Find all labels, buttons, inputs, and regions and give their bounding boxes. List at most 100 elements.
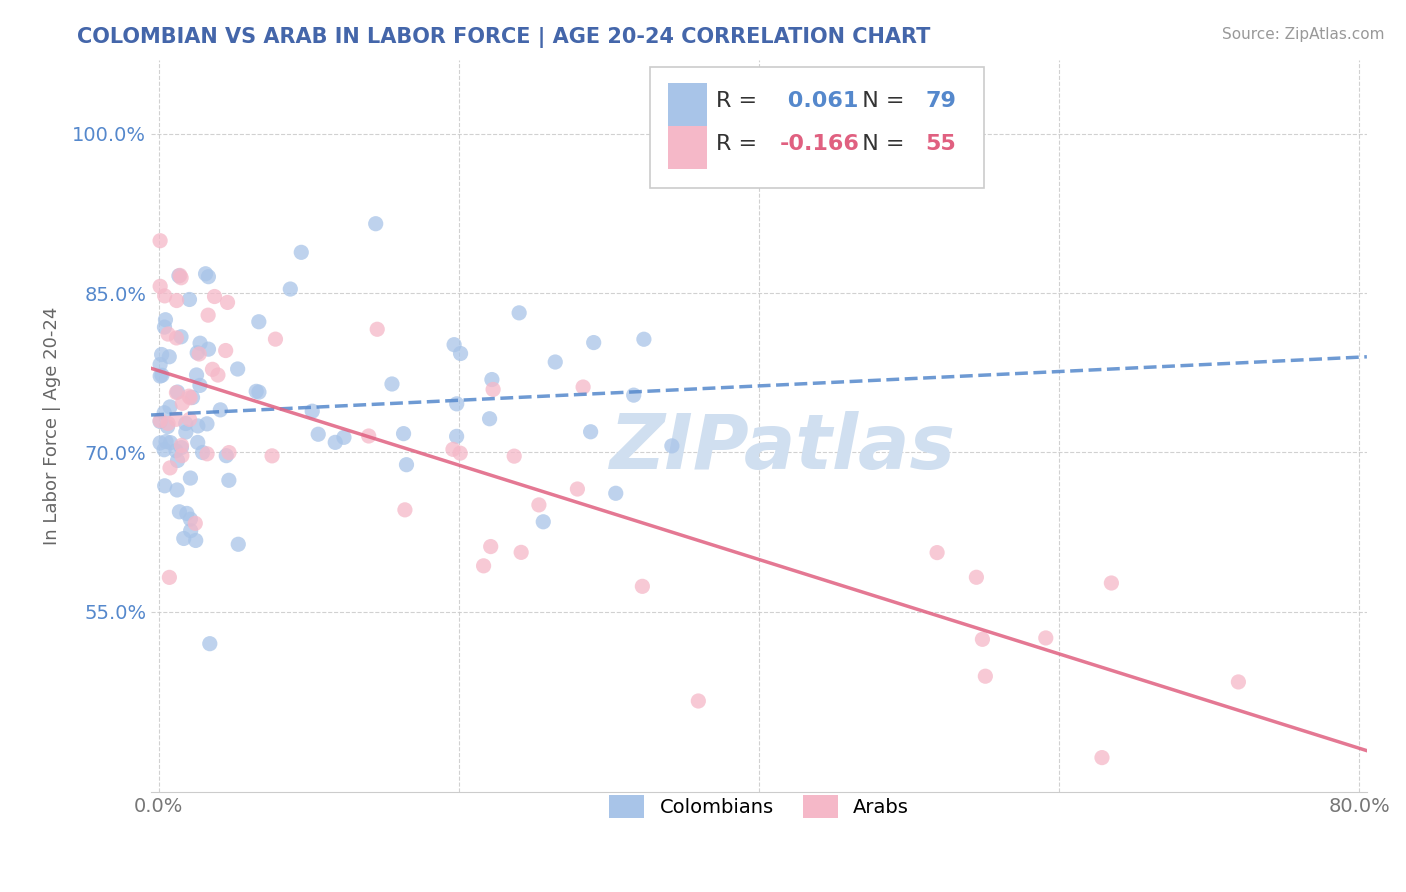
Point <box>323 435 346 450</box>
Point <box>965 570 987 584</box>
Point <box>1035 631 1057 645</box>
Point <box>159 461 181 475</box>
Point <box>218 473 240 487</box>
Point <box>165 331 187 345</box>
Point <box>153 442 176 457</box>
Point <box>194 267 217 281</box>
Point <box>633 332 655 346</box>
Point <box>170 438 193 452</box>
Point <box>446 429 468 443</box>
Point <box>1091 750 1114 764</box>
Point <box>170 441 193 455</box>
Point <box>927 546 949 560</box>
Point <box>188 336 211 351</box>
Point <box>441 442 464 457</box>
Point <box>179 293 201 307</box>
Point <box>364 217 387 231</box>
Point <box>481 373 503 387</box>
Point <box>173 532 195 546</box>
Point <box>176 507 198 521</box>
Point <box>174 425 197 439</box>
Point <box>159 400 181 414</box>
Point <box>215 343 238 358</box>
Point <box>301 404 323 418</box>
Point <box>179 391 201 405</box>
Point <box>527 498 550 512</box>
Point <box>195 417 218 431</box>
Point <box>184 533 207 548</box>
Point <box>186 368 208 382</box>
Point <box>187 435 209 450</box>
Point <box>443 337 465 351</box>
Point <box>166 385 188 400</box>
Point <box>180 524 202 538</box>
FancyBboxPatch shape <box>668 84 707 127</box>
Point <box>479 540 502 554</box>
Point <box>579 425 602 439</box>
Point <box>169 505 191 519</box>
Point <box>188 378 211 392</box>
Point <box>449 446 471 460</box>
Point <box>179 412 201 426</box>
Text: COLOMBIAN VS ARAB IN LABOR FORCE | AGE 20-24 CORRELATION CHART: COLOMBIAN VS ARAB IN LABOR FORCE | AGE 2… <box>77 27 931 48</box>
FancyBboxPatch shape <box>650 67 984 188</box>
Point <box>157 350 180 364</box>
Text: -0.166: -0.166 <box>780 134 859 153</box>
Point <box>170 449 193 463</box>
Point <box>198 637 221 651</box>
Point <box>264 332 287 346</box>
Point <box>226 362 249 376</box>
Point <box>155 434 177 449</box>
Point <box>149 414 172 428</box>
Point <box>472 558 495 573</box>
Text: R =: R = <box>717 91 765 112</box>
Text: N =: N = <box>848 134 911 153</box>
Point <box>631 579 654 593</box>
Point <box>450 346 472 360</box>
Point <box>156 327 179 342</box>
Point <box>157 570 180 584</box>
Point <box>153 320 176 334</box>
Point <box>156 419 179 434</box>
Point <box>333 430 356 444</box>
Point <box>181 391 204 405</box>
Point <box>510 545 533 559</box>
Point <box>974 669 997 683</box>
Point <box>177 389 200 403</box>
Point <box>661 439 683 453</box>
Point <box>247 315 270 329</box>
Text: 55: 55 <box>925 134 956 153</box>
Point <box>392 426 415 441</box>
Point <box>170 270 193 285</box>
Point <box>395 458 418 472</box>
Point <box>165 443 187 458</box>
Point <box>357 429 380 443</box>
Point <box>247 385 270 400</box>
Point <box>478 411 501 425</box>
Point <box>159 435 181 450</box>
Point <box>381 376 404 391</box>
Point <box>605 486 627 500</box>
Point <box>197 342 219 356</box>
Point <box>179 512 201 526</box>
Point <box>166 483 188 497</box>
Point <box>307 427 329 442</box>
Point <box>153 289 176 303</box>
Text: 79: 79 <box>925 91 956 112</box>
Point <box>972 632 994 647</box>
Point <box>217 295 239 310</box>
Point <box>567 482 589 496</box>
Point <box>204 289 226 303</box>
Point <box>153 406 176 420</box>
Text: Source: ZipAtlas.com: Source: ZipAtlas.com <box>1222 27 1385 42</box>
Point <box>149 436 172 450</box>
Point <box>446 397 468 411</box>
Point <box>482 383 505 397</box>
Point <box>207 368 229 382</box>
Point <box>1099 576 1122 591</box>
Point <box>201 362 224 376</box>
Point <box>278 282 301 296</box>
Point <box>197 308 219 322</box>
Point <box>688 694 710 708</box>
Point <box>582 335 605 350</box>
